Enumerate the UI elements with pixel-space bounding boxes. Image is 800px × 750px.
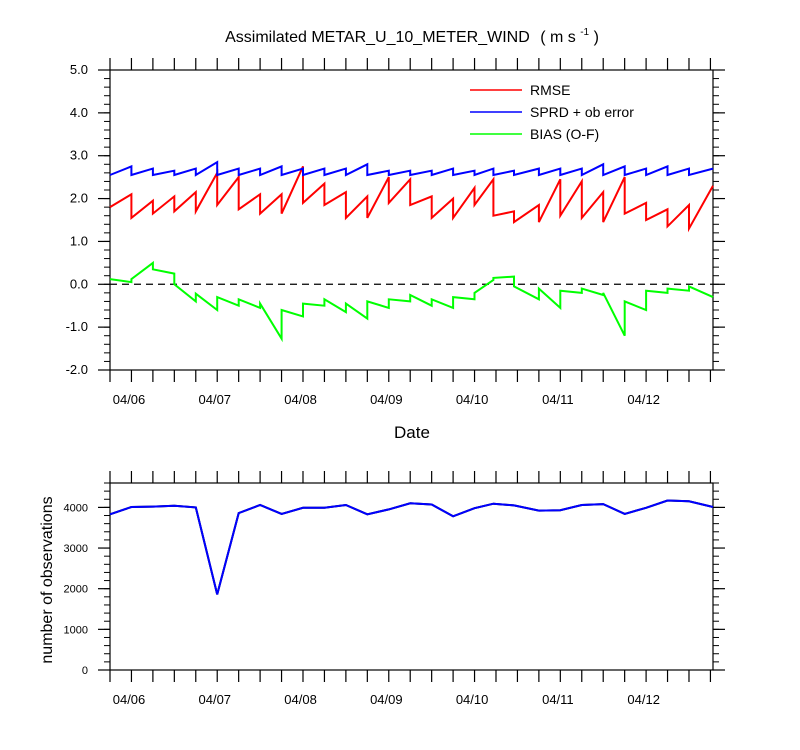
top-y-tick-label: 5.0 — [70, 62, 88, 77]
bottom-y-tick-label: 4000 — [64, 502, 88, 514]
bottom-series-line-2 — [109, 499, 714, 595]
bottom-y-tick-label: 1000 — [64, 624, 88, 636]
top-y-tick-label: 4.0 — [70, 105, 88, 120]
top-plot-frame — [109, 69, 714, 371]
bottom-series-line-1 — [109, 499, 714, 595]
bottom-x-tick-label: 04/12 — [627, 692, 660, 707]
top-x-tick-label: 04/11 — [542, 392, 574, 407]
top-x-tick-label: 04/07 — [199, 392, 232, 407]
bottom-x-tick-label: 04/06 — [113, 692, 146, 707]
bottom-y-tick-label: 0 — [82, 665, 88, 677]
bottom-plot-area: 04/06 04/07 04/08 04/09 04/10 04/11 04/12 0 1000… — [64, 471, 725, 707]
top-x-tick-label: 04/06 — [113, 392, 146, 407]
bottom-x-tick-label: 04/07 — [199, 692, 232, 707]
chart-title-units: ( m s — [540, 29, 576, 46]
top-y-tick-label: -2.0 — [66, 362, 88, 377]
top-y-tick-label: 0.0 — [70, 276, 88, 291]
bottom-x-tick-label: 04/10 — [456, 692, 489, 707]
bottom-y-tick-label: 2000 — [64, 584, 88, 596]
top-series-line-2 — [109, 160, 714, 177]
legend-label-2: SPRD + ob error — [530, 104, 634, 120]
top-y-tick-label: 1.0 — [70, 233, 88, 248]
bottom-x-tick-label: 04/08 — [284, 692, 317, 707]
top-y-tick-label: 2.0 — [70, 191, 88, 206]
chart-title-units-end: ) — [594, 29, 599, 46]
bottom-plot-frame — [109, 482, 714, 671]
top-x-tick-label: 04/08 — [284, 392, 317, 407]
chart-title-units-sup: -1 — [580, 27, 589, 38]
chart-title: Assimilated METAR_U_10_METER_WIND ( m s … — [225, 22, 599, 46]
top-plot-area: 04/06 04/07 04/08 04/09 04/10 04/11 04/12 -2.0 -… — [66, 58, 725, 407]
y-axis-label-bottom: number of observations — [39, 496, 56, 663]
bottom-x-tick-label: 04/11 — [542, 692, 574, 707]
top-y-tick-label: -1.0 — [66, 319, 88, 334]
legend-label-3: BIAS (O-F) — [530, 126, 599, 142]
chart-title-main: Assimilated METAR_U_10_METER_WIND — [225, 29, 530, 46]
legend-label-1: RMSE — [530, 82, 570, 98]
bottom-x-tick-label: 04/09 — [370, 692, 403, 707]
x-axis-label: Date — [394, 423, 430, 442]
top-x-tick-label: 04/09 — [370, 392, 403, 407]
top-y-tick-label: 3.0 — [70, 148, 88, 163]
bottom-y-tick-label: 3000 — [64, 543, 88, 555]
top-series-line-3 — [109, 260, 714, 343]
top-x-tick-label: 04/10 — [456, 392, 489, 407]
top-series-line-1 — [109, 165, 714, 233]
top-x-tick-label: 04/12 — [627, 392, 660, 407]
